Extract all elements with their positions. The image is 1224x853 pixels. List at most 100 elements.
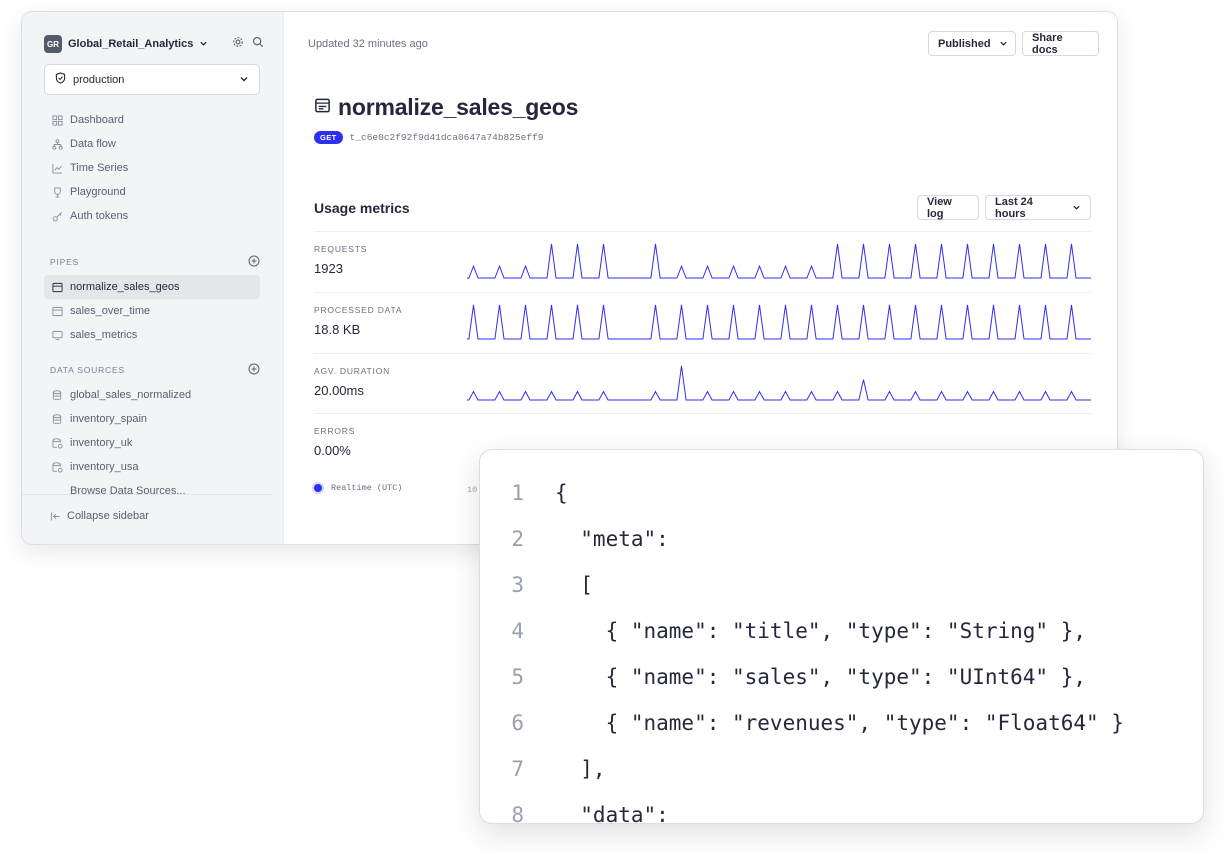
line-number: 4 <box>511 619 524 643</box>
updated-timestamp: Updated 32 minutes ago <box>308 38 428 50</box>
sidebar-divider <box>22 494 272 495</box>
code-line: 5 { "name": "sales", "type": "UInt64" }, <box>480 654 1203 700</box>
pipe-icon <box>314 97 331 119</box>
sparkline-series-processed_data <box>467 304 1091 340</box>
time-range-label: Last 24 hours <box>995 195 1033 220</box>
pipe-token-id[interactable]: t_c6e0c2f92f9d41dca0647a74b825eff9 <box>349 132 544 143</box>
metric-value: 1923 <box>314 261 343 276</box>
time-range-select[interactable]: Last 24 hours <box>985 195 1091 220</box>
nav-item-label: Dashboard <box>70 114 124 126</box>
share-docs-label: Share docs <box>1032 31 1063 56</box>
metric-processed-data: PROCESSED DATA 18.8 KB <box>314 292 1091 352</box>
metric-value: 0.00% <box>314 443 351 458</box>
nav-item-data-flow[interactable]: Data flow <box>44 132 260 156</box>
workspace-switcher[interactable]: GR Global_Retail_Analytics <box>44 34 264 54</box>
view-log-button[interactable]: View log <box>917 195 979 220</box>
pipe-item[interactable]: normalize_sales_geos <box>44 275 260 299</box>
nav-item-playground[interactable]: Playground <box>44 180 260 204</box>
metric-avg-duration: AGV. DURATION 20.00ms <box>314 353 1091 413</box>
sidebar: GR Global_Retail_Analytics production <box>22 12 284 544</box>
processed-data-sparkline <box>467 304 1091 340</box>
database-link-icon <box>50 461 64 473</box>
code-line: 7 ], <box>480 746 1203 792</box>
add-pipe-icon[interactable] <box>248 255 260 269</box>
x-axis-tick: 10: <box>467 485 483 495</box>
add-data-source-icon[interactable] <box>248 363 260 377</box>
code-text: "meta": <box>555 527 669 551</box>
code-text: { "name": "title", "type": "String" }, <box>555 619 1087 643</box>
browse-data-sources-link[interactable]: Browse Data Sources... <box>44 479 260 503</box>
chart-legend: Realtime (UTC) <box>314 483 402 493</box>
metric-label: REQUESTS <box>314 244 368 254</box>
sparkline-series-requests <box>467 243 1091 279</box>
published-status-label: Published <box>938 37 991 50</box>
data-source-item[interactable]: inventory_usa <box>44 455 260 479</box>
data-source-item[interactable]: inventory_spain <box>44 407 260 431</box>
metric-label: AGV. DURATION <box>314 366 391 376</box>
requests-sparkline <box>467 243 1091 279</box>
main-nav: Dashboard Data flow Time Series Playgrou… <box>44 108 260 228</box>
environment-select[interactable]: production <box>44 64 260 95</box>
line-number: 3 <box>511 573 524 597</box>
collapse-sidebar-button[interactable]: Collapse sidebar <box>50 506 149 526</box>
pipe-item-label: sales_metrics <box>70 329 138 341</box>
key-icon <box>50 211 64 222</box>
metric-value: 18.8 KB <box>314 322 361 337</box>
nav-item-time-series[interactable]: Time Series <box>44 156 260 180</box>
response-code-panel: 1{ 2 "meta": 3 [ 4 { "name": "title", "t… <box>479 449 1204 824</box>
settings-icon[interactable] <box>232 35 244 53</box>
line-number: 1 <box>511 481 524 505</box>
nav-item-label: Data flow <box>70 138 116 150</box>
pipes-heading: PIPES <box>50 254 260 270</box>
realtime-dot-icon <box>314 484 322 492</box>
page-title: normalize_sales_geos <box>338 94 579 120</box>
metric-value: 20.00ms <box>314 383 364 398</box>
published-status-button[interactable]: Published <box>928 31 1016 56</box>
data-sources-heading: DATA SOURCES <box>50 362 260 378</box>
share-docs-button[interactable]: Share docs <box>1022 31 1099 56</box>
pipe-item[interactable]: sales_metrics <box>44 323 260 347</box>
nav-item-label: Time Series <box>70 162 129 174</box>
code-line: 6 { "name": "revenues", "type": "Float64… <box>480 700 1203 746</box>
database-icon <box>50 389 64 401</box>
pipe-item-label: normalize_sales_geos <box>70 281 180 293</box>
chevron-down-icon <box>239 71 249 89</box>
pipe-endpoint-icon <box>50 330 64 341</box>
workspace-name: Global_Retail_Analytics <box>68 38 194 50</box>
code-line: 8 "data": <box>480 792 1203 823</box>
collapse-sidebar-label: Collapse sidebar <box>67 510 149 522</box>
trophy-icon <box>50 186 64 198</box>
code-text: [ <box>555 573 593 597</box>
data-source-label: inventory_uk <box>70 437 133 449</box>
code-line: 3 [ <box>480 562 1203 608</box>
search-icon[interactable] <box>252 35 264 53</box>
pipe-item-label: sales_over_time <box>70 305 151 317</box>
code-text: { "name": "revenues", "type": "Float64" … <box>555 711 1124 735</box>
nav-item-dashboard[interactable]: Dashboard <box>44 108 260 132</box>
code-text: ], <box>555 757 606 781</box>
data-sources-heading-label: DATA SOURCES <box>50 365 125 375</box>
nav-item-label: Auth tokens <box>70 210 129 222</box>
pipe-icon <box>50 306 64 317</box>
pipe-item[interactable]: sales_over_time <box>44 299 260 323</box>
line-number: 6 <box>511 711 524 735</box>
collapse-icon <box>50 511 61 522</box>
metric-errors: ERRORS 0.00% <box>314 413 1091 473</box>
line-number: 7 <box>511 757 524 781</box>
nav-item-label: Playground <box>70 186 126 198</box>
avg-duration-sparkline <box>467 365 1091 401</box>
chevron-down-icon <box>1072 203 1081 212</box>
nav-item-auth-tokens[interactable]: Auth tokens <box>44 204 260 228</box>
legend-label: Realtime (UTC) <box>331 483 403 493</box>
view-log-label: View log <box>927 195 952 220</box>
shield-icon <box>55 71 66 89</box>
data-source-label: inventory_usa <box>70 461 139 473</box>
endpoint-row: GET t_c6e0c2f92f9d41dca0647a74b825eff9 <box>314 131 543 144</box>
pipes-heading-label: PIPES <box>50 257 80 267</box>
metric-requests: REQUESTS 1923 <box>314 231 1091 291</box>
data-source-item[interactable]: inventory_uk <box>44 431 260 455</box>
code-text: { <box>555 481 568 505</box>
environment-label: production <box>73 73 125 86</box>
data-source-item[interactable]: global_sales_normalized <box>44 383 260 407</box>
pipe-icon <box>50 282 64 293</box>
